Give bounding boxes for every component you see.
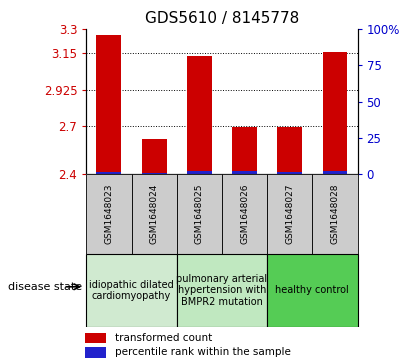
Bar <box>323 171 347 174</box>
Bar <box>277 127 302 174</box>
Bar <box>142 139 166 174</box>
Bar <box>97 172 121 174</box>
Text: idiopathic dilated
cardiomyopathy: idiopathic dilated cardiomyopathy <box>89 280 174 301</box>
Text: percentile rank within the sample: percentile rank within the sample <box>115 347 291 358</box>
Bar <box>132 174 177 254</box>
Bar <box>85 347 106 358</box>
Bar <box>85 333 106 343</box>
Bar <box>267 254 358 327</box>
Bar <box>277 172 302 174</box>
Bar <box>323 52 347 174</box>
Bar <box>222 174 267 254</box>
Bar <box>142 173 166 174</box>
Bar <box>232 171 257 174</box>
Text: pulmonary arterial
hypertension with
BMPR2 mutation: pulmonary arterial hypertension with BMP… <box>176 274 268 307</box>
Text: healthy control: healthy control <box>275 285 349 295</box>
Text: GSM1648024: GSM1648024 <box>150 184 159 244</box>
Text: GSM1648026: GSM1648026 <box>240 184 249 244</box>
Bar <box>232 127 257 174</box>
Text: GSM1648028: GSM1648028 <box>330 184 339 244</box>
Bar <box>187 171 212 174</box>
Bar <box>187 57 212 174</box>
Bar <box>312 174 358 254</box>
Text: GSM1648025: GSM1648025 <box>195 184 204 244</box>
Bar <box>267 174 312 254</box>
Text: GSM1648027: GSM1648027 <box>285 184 294 244</box>
Bar <box>86 254 177 327</box>
Title: GDS5610 / 8145778: GDS5610 / 8145778 <box>145 12 299 26</box>
Bar <box>177 174 222 254</box>
Bar <box>97 35 121 174</box>
Text: disease state: disease state <box>8 282 82 292</box>
Bar <box>177 254 267 327</box>
Text: transformed count: transformed count <box>115 333 213 343</box>
Bar <box>86 174 132 254</box>
Text: GSM1648023: GSM1648023 <box>104 184 113 244</box>
